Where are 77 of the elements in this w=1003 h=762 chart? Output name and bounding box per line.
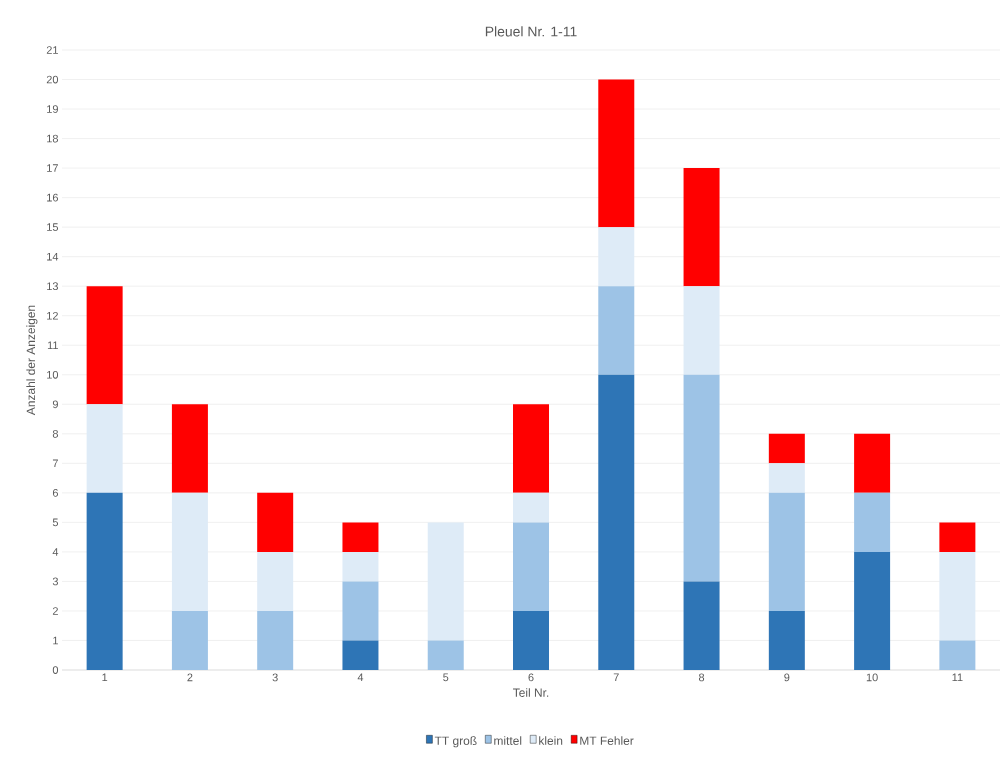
bar	[513, 492, 550, 523]
y-tick-label: 5	[52, 518, 59, 527]
y-tick-label: 8	[52, 429, 58, 438]
legend-label: mittel	[494, 736, 522, 745]
x-tick-label: 4	[357, 673, 364, 682]
x-tick-label: 9	[784, 673, 790, 682]
bar	[86, 404, 123, 493]
bar	[427, 640, 464, 670]
bar	[683, 374, 720, 582]
bar	[342, 640, 379, 670]
x-tick-label: 11	[952, 673, 963, 682]
y-tick-label: 11	[47, 341, 58, 350]
bar	[598, 286, 635, 375]
bar	[427, 522, 464, 641]
y-tick-label: 4	[52, 548, 59, 556]
x-tick-label: 7	[613, 673, 619, 682]
x-tick-label: 8	[698, 673, 705, 682]
bar	[342, 522, 379, 552]
legend-label: TT groß	[434, 736, 477, 748]
y-tick-label: 19	[47, 105, 58, 113]
bar	[598, 79, 635, 228]
chart-title: Pleuel Nr. 1-11	[485, 26, 577, 37]
bar	[768, 492, 805, 611]
x-tick-label: 1	[102, 673, 108, 682]
bar	[854, 492, 891, 552]
y-tick-label: 3	[52, 577, 58, 586]
bar	[854, 433, 891, 493]
x-axis-title: Teil Nr.	[513, 688, 549, 697]
bar	[513, 610, 550, 670]
bar	[257, 610, 294, 670]
bar	[768, 433, 805, 464]
y-tick-label: 1	[53, 636, 58, 645]
y-tick-label: 12	[47, 311, 58, 320]
bar	[939, 640, 976, 670]
bar	[598, 227, 635, 287]
y-tick-label: 15	[47, 223, 59, 231]
bar	[513, 522, 550, 611]
bar	[257, 551, 294, 611]
y-axis-title: Anzahl der Anzeigen	[26, 305, 38, 416]
x-tick-label: 2	[187, 673, 193, 682]
bar	[683, 286, 720, 375]
bar	[598, 374, 635, 670]
y-tick-label: 20	[46, 75, 59, 84]
y-tick-label: 9	[52, 400, 58, 409]
bar	[342, 581, 379, 641]
y-tick-label: 0	[52, 666, 59, 674]
bar	[513, 404, 550, 493]
y-tick-label: 6	[52, 488, 58, 497]
bar	[854, 551, 891, 670]
bar	[768, 610, 805, 670]
y-tick-label: 13	[47, 282, 58, 291]
y-tick-label: 16	[47, 193, 58, 202]
x-tick-label: 3	[272, 673, 278, 682]
bar	[171, 492, 208, 611]
bar	[939, 551, 976, 641]
y-tick-label: 10	[47, 370, 59, 379]
y-tick-label: 14	[47, 252, 59, 261]
bar	[683, 581, 720, 670]
bar	[257, 492, 294, 552]
legend-label: klein	[539, 736, 563, 745]
bar	[86, 492, 123, 670]
legend-label: MT Fehler	[580, 736, 634, 745]
y-tick-label: 2	[52, 607, 58, 615]
y-tick-label: 7	[52, 459, 58, 468]
y-tick-label: 17	[47, 164, 58, 172]
bar	[939, 522, 976, 552]
bar	[683, 168, 720, 287]
bar	[171, 404, 208, 493]
x-tick-label: 10	[866, 673, 878, 682]
x-tick-label: 5	[443, 673, 449, 682]
bar	[171, 610, 208, 670]
y-tick-label: 18	[47, 134, 58, 143]
bar	[86, 286, 123, 405]
bar	[342, 551, 379, 582]
y-tick-label: 21	[46, 46, 58, 54]
x-tick-label: 6	[528, 673, 534, 682]
bar	[768, 463, 805, 493]
